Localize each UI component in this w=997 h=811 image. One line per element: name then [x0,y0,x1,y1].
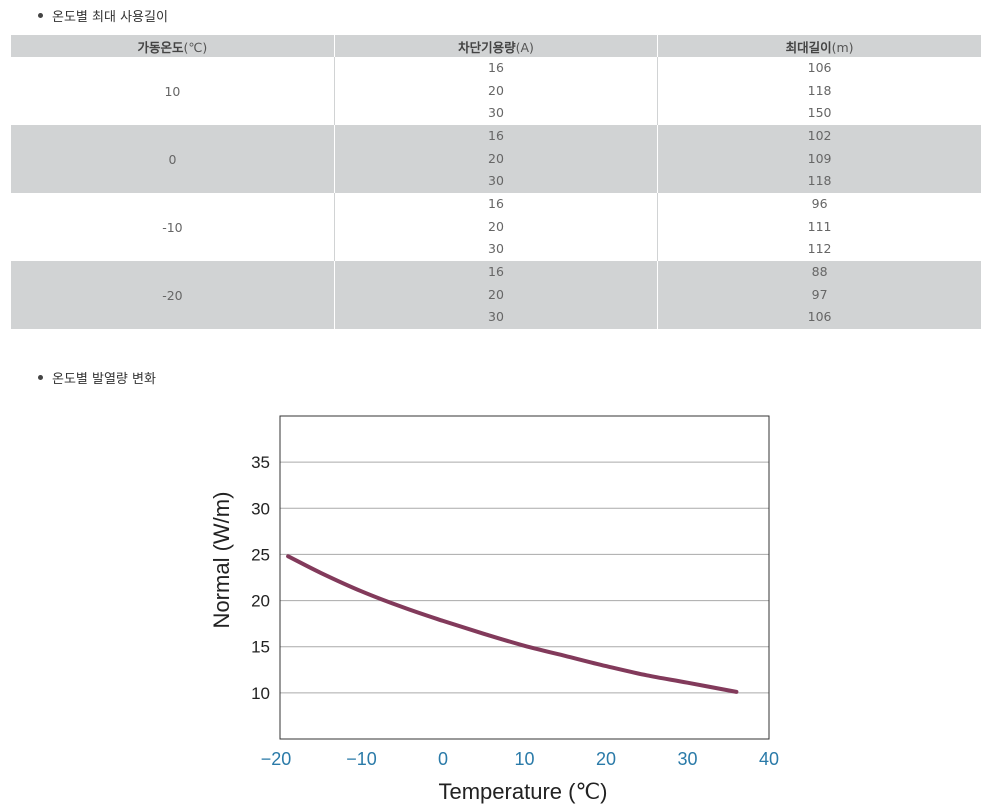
y-tick-label: 20 [251,592,270,611]
temp-cell: 0 [11,125,335,193]
capacity-cell: 16 20 30 [334,125,659,193]
plot-frame [279,415,770,740]
temp-cell: -20 [11,261,335,329]
bullet-icon [38,13,43,18]
x-tick-label: 30 [677,749,697,769]
x-tick-label: −10 [346,749,377,769]
chart-section-title: 온도별 발열량 변화 [38,368,156,387]
max-length-table: 가동온도(℃) 차단기용량(A) 최대길이(m) 10 16 20 30 106 11… [11,35,981,329]
x-tick-label: 20 [596,749,616,769]
table-row: -10 16 20 30 96 111 112 [11,193,981,261]
length-cell: 96 111 112 [807,196,832,257]
temp-cell: 10 [11,57,335,125]
table-section-title-text: 온도별 최대 사용길이 [52,10,168,25]
bullet-icon [38,375,43,380]
header-capacity: 차단기용량(A) [334,35,659,57]
y-tick-label: 25 [251,545,270,564]
x-tick-label: 10 [514,749,534,769]
table-row: 0 16 20 30 102 109 118 [11,125,981,193]
length-cell: 102 109 118 [657,125,981,193]
table-row: 10 16 20 30 106 118 150 [11,57,981,125]
table-section-title: 온도별 최대 사용길이 [38,6,168,25]
capacity-cell: 16 20 30 [334,261,659,329]
length-cell: 88 97 106 [657,261,981,329]
header-max-length: 최대길이(m) [657,35,981,57]
header-temp: 가동온도(℃) [11,35,335,57]
y-tick-label: 35 [251,453,270,472]
x-tick-label: −20 [261,749,292,769]
y-tick-label: 10 [251,684,270,703]
table-row: -20 16 20 30 88 97 106 [11,261,981,329]
chart-gridlines [280,461,769,694]
length-cell: 106 118 150 [807,60,832,121]
y-tick-label: 15 [251,638,270,657]
capacity-cell: 16 20 30 [334,193,659,261]
y-axis-label: Normal (W/m) [209,492,234,629]
y-tick-label: 30 [251,499,270,518]
y-tick-labels: 10 15 20 25 30 35 [251,453,270,703]
x-tick-labels: −20 −10 0 10 20 30 40 [261,749,779,769]
capacity-cell: 16 20 30 [334,57,659,125]
x-tick-label: 40 [759,749,779,769]
x-axis-label: Temperature (℃) [439,779,608,804]
chart-section-title-text: 온도별 발열량 변화 [52,372,156,387]
temp-cell: -10 [11,193,335,261]
table-header-row: 가동온도(℃) 차단기용량(A) 최대길이(m) [11,35,981,57]
series-line [286,554,739,694]
x-tick-label: 0 [438,749,448,769]
